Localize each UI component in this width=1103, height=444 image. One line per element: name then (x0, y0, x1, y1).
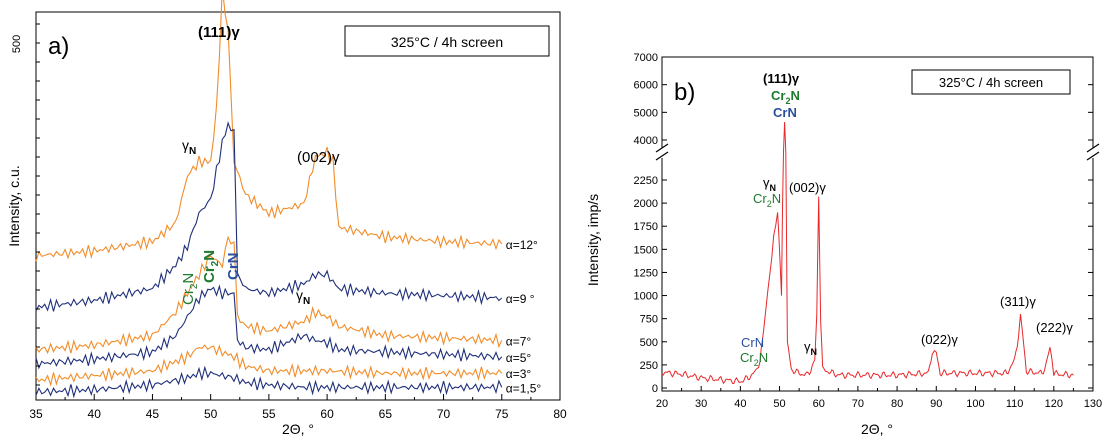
axis-break-left (655, 143, 669, 161)
annot-b-002: (002)γ (789, 180, 826, 195)
svg-text:Cr2N: Cr2N (201, 250, 221, 283)
series-line (35, 0, 503, 262)
y-tick-label: 1000 (634, 291, 658, 303)
x-tick-label: 50 (204, 407, 218, 421)
annot-b-crn: CrN (773, 105, 797, 120)
y-tick-label: 1750 (634, 221, 658, 233)
y-tick-label: 2250 (634, 175, 658, 187)
y-tick-label: 500 (640, 337, 658, 349)
annot-b-222: (222)γ (1036, 320, 1073, 335)
x-tick-label: 45 (146, 407, 160, 421)
panel-a-x-ticks: 35 40 45 50 55 60 65 70 75 80 (29, 394, 567, 421)
x-tick-label: 70 (852, 398, 864, 410)
y-tick-label: 1500 (634, 244, 658, 256)
x-tick-label: 130 (1084, 398, 1102, 410)
series-line (35, 121, 503, 312)
x-tick-label: 60 (320, 407, 334, 421)
y-tick-label: 4000 (634, 135, 658, 147)
series-label: α=12° (506, 238, 538, 252)
panel-b-legend-box (911, 69, 1071, 95)
x-tick-label: 55 (262, 407, 276, 421)
y-tick-label: 5000 (634, 107, 658, 119)
panel-b-series (661, 121, 1074, 385)
annot-b-022: (022)γ (921, 332, 958, 347)
axis-break-gap-left (656, 148, 668, 158)
series-line (35, 235, 503, 355)
x-tick-label: 20 (656, 398, 668, 410)
x-tick-label: 90 (930, 398, 942, 410)
annot-a-crn: CrN (225, 252, 242, 280)
panel-a-xlabel: 2Θ, ° (282, 421, 314, 437)
annot-a-cr2n-light: Cr2N (180, 273, 200, 305)
x-tick-label: 80 (891, 398, 903, 410)
x-tick-label: 70 (437, 407, 451, 421)
panel-a-series (35, 0, 503, 399)
axis-break-right (1086, 143, 1100, 161)
x-tick-label: 40 (88, 407, 102, 421)
series-label: α=3° (506, 367, 532, 381)
panel-b-label: b) (674, 79, 695, 106)
svg-text:CrN: CrN (225, 252, 242, 280)
x-tick-label: 120 (1045, 398, 1063, 410)
x-tick-label: 50 (773, 398, 785, 410)
panel-b: 20 30 40 50 60 70 80 90 100 110 120 130 0 250 500 750 1… (585, 52, 1102, 437)
axis-break-gap-right (1087, 148, 1099, 158)
y-tick-label: 0 (652, 383, 658, 395)
panel-b-ylabel: Intensity, imp/s (585, 194, 601, 286)
series-line (35, 344, 503, 387)
panel-a-y-minor-ticks (36, 23, 40, 386)
y-tick-label: 250 (640, 360, 658, 372)
panel-a-label: a) (48, 33, 69, 60)
y-tick-label: 1250 (634, 267, 658, 279)
annot-b-gammaN: γN (763, 175, 776, 193)
annot-a-gammaN2: γN (296, 287, 310, 307)
x-tick-label: 35 (29, 407, 43, 421)
x-tick-label: 40 (734, 398, 746, 410)
series-label: α=9 ° (506, 292, 535, 306)
x-tick-label: 100 (966, 398, 984, 410)
annot-b-crn-low: CrN (741, 335, 764, 350)
x-tick-label: 110 (1006, 398, 1024, 410)
annot-a-gammaN: γN (182, 137, 196, 157)
annot-b-111: (111)γ (763, 71, 800, 86)
x-tick-label: 65 (379, 407, 393, 421)
panel-a-ylabel: Intensity, c.u. (6, 165, 22, 246)
panel-b-legend-text: 325°C / 4h screen (939, 75, 1043, 90)
scale-bar-label: 500 (11, 35, 23, 53)
panel-b-frame (661, 56, 1094, 392)
svg-text:Cr2N: Cr2N (180, 273, 200, 305)
x-tick-label: 60 (813, 398, 825, 410)
y-tick-label: 6000 (634, 80, 658, 92)
y-tick-label: 7000 (634, 52, 658, 64)
annot-b-311: (311)γ (1000, 294, 1036, 309)
panel-a-legend-text: 325°C / 4h screen (391, 34, 503, 50)
panel-a-legend-box (344, 25, 550, 57)
y-tick-label: 2000 (634, 198, 658, 210)
series-line (35, 284, 503, 370)
panel-b-xlabel: 2Θ, ° (861, 421, 893, 437)
annot-a-cr2n-bold: Cr2N (201, 250, 221, 283)
panel-a: 35 40 45 50 55 60 65 70 75 80 500 a) 325°C / 4h s… (6, 0, 567, 437)
x-tick-label: 30 (695, 398, 707, 410)
annot-b-gammaN-low: γN (804, 339, 817, 357)
annot-b-cr2n-2: Cr2N (753, 191, 781, 209)
series-line (35, 365, 503, 399)
x-tick-label: 75 (495, 407, 509, 421)
annot-a-002: (002)γ (297, 149, 340, 166)
series-line (661, 121, 1074, 385)
y-tick-label: 750 (640, 314, 658, 326)
panel-a-series-labels: α=12° α=9 ° α=7° α=5° α=3°α=1,5° (506, 238, 542, 395)
series-label: α=5° (506, 351, 532, 365)
series-label: α=1,5° (506, 381, 542, 395)
annot-b-cr2n-low: Cr2N (740, 350, 768, 368)
panel-b-y-ticks: 0 250 500 750 1000 1250 1500 1750 2000 2250 4000 50… (634, 52, 1093, 395)
x-tick-label: 80 (553, 407, 567, 421)
annot-b-cr2n: Cr2N (771, 88, 800, 106)
annot-a-111: (111)γ (198, 24, 240, 41)
series-label: α=7° (506, 334, 532, 348)
panel-b-x-ticks: 20 30 40 50 60 70 80 90 100 110 120 130 (656, 386, 1102, 410)
